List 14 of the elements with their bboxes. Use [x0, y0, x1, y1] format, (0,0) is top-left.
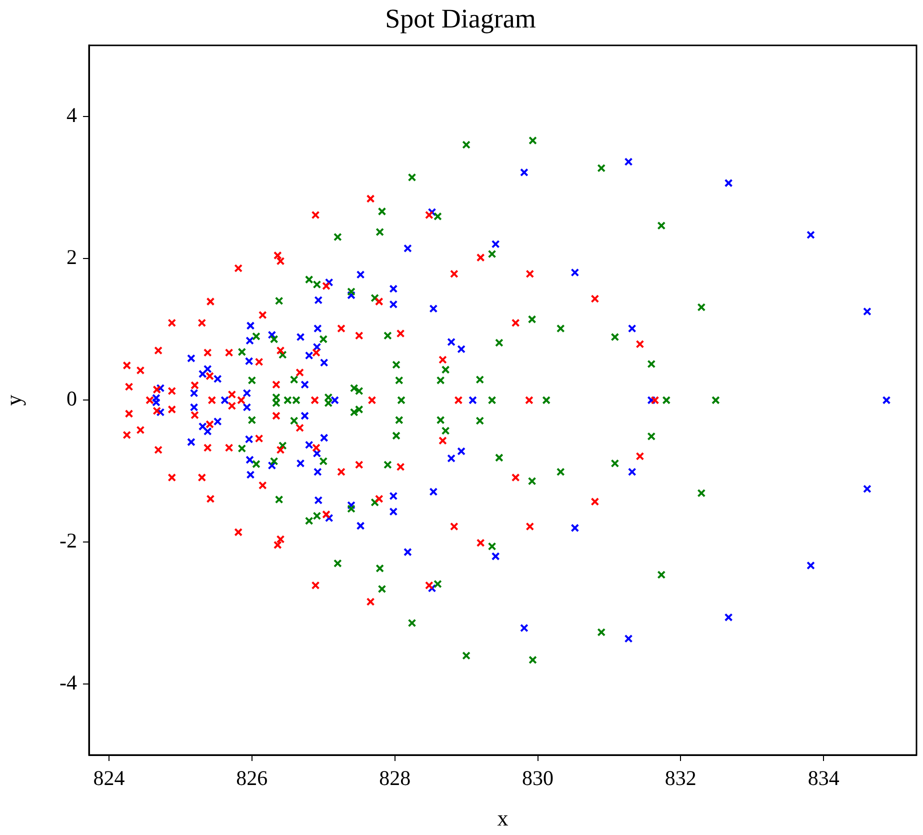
x-tick-label: 832	[664, 766, 696, 790]
y-tick-label: 0	[66, 386, 77, 411]
x-tick-label: 830	[522, 766, 554, 790]
x-axis-title: x	[497, 806, 508, 831]
x-tick-label: 834	[808, 766, 840, 790]
y-tick-label: -4	[60, 670, 78, 695]
y-tick-label: -2	[60, 528, 77, 553]
x-tick-label: 826	[236, 766, 268, 790]
chart-title: Spot Diagram	[385, 3, 536, 34]
y-tick-label: 2	[66, 244, 77, 269]
y-tick-label: 4	[66, 102, 78, 127]
y-axis-title: y	[0, 394, 26, 406]
x-tick-label: 824	[93, 766, 126, 790]
x-tick-label: 828	[379, 766, 411, 790]
